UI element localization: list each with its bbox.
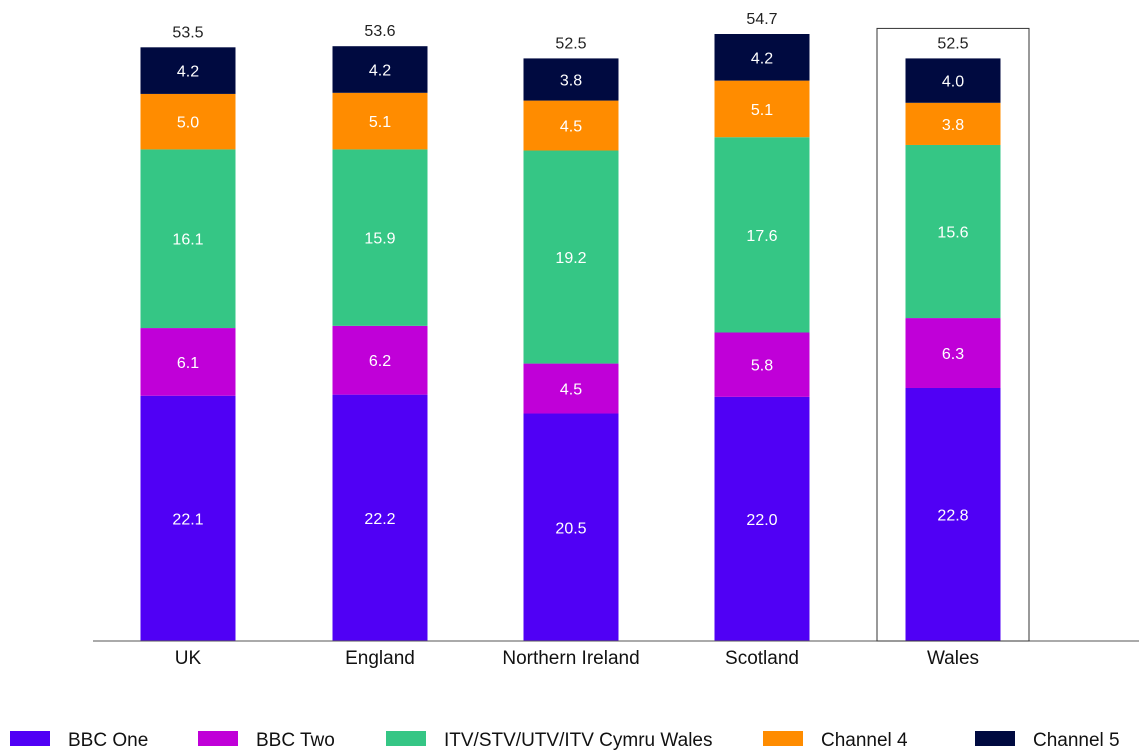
bar-segment-uk-itv-stv-utv-itv-cymru-wales (140, 149, 236, 329)
segment-value-label: 4.5 (560, 382, 582, 399)
category-label: UK (175, 648, 202, 669)
segment-value-label: 3.8 (560, 72, 582, 89)
legend-swatch-channel-4 (763, 731, 803, 746)
segment-value-label: 4.5 (560, 119, 582, 136)
segment-value-label: 15.6 (937, 225, 968, 242)
segment-value-label: 20.5 (555, 520, 586, 537)
legend-label: ITV/STV/UTV/ITV Cymru Wales (444, 730, 713, 751)
segment-value-label: 5.0 (177, 115, 199, 132)
bar-segment-scotland-channel-5 (714, 34, 810, 81)
bar-segment-england-bbc-two (332, 325, 428, 395)
category-label: Northern Ireland (502, 648, 639, 669)
bar-segment-wales-channel-4 (905, 102, 1001, 145)
segment-value-label: 4.2 (369, 63, 391, 80)
legend-label: BBC One (68, 730, 148, 751)
segment-value-label: 17.6 (746, 228, 777, 245)
bar-segment-northern-ireland-itv-stv-utv-itv-cymru-wales (523, 150, 619, 364)
legend-label: Channel 4 (821, 730, 908, 751)
bar-segment-uk-channel-4 (140, 93, 236, 150)
bar-segment-uk-bbc-two (140, 328, 236, 396)
legend-swatch-bbc-two (198, 731, 238, 746)
bar-segment-northern-ireland-channel-5 (523, 58, 619, 101)
total-value-label: 52.5 (937, 35, 968, 52)
highlight-frame (876, 27, 1030, 642)
legend-label: Channel 5 (1033, 730, 1120, 751)
segment-value-label: 22.2 (364, 511, 395, 528)
total-value-label: 53.6 (364, 23, 395, 40)
legend-swatch-bbc-one (10, 731, 50, 746)
legend-swatch-itv-stv-utv-itv-cymru-wales (386, 731, 426, 746)
bar-segment-england-channel-4 (332, 92, 428, 150)
segment-value-label: 3.8 (942, 117, 964, 134)
segment-value-label: 16.1 (172, 232, 203, 249)
bar-segment-scotland-bbc-two (714, 332, 810, 397)
bar-segment-wales-itv-stv-utv-itv-cymru-wales (905, 144, 1001, 319)
segment-value-label: 6.2 (369, 353, 391, 370)
bar-segment-wales-bbc-two (905, 318, 1001, 388)
segment-value-label: 15.9 (364, 231, 395, 248)
total-value-label: 54.7 (746, 11, 777, 28)
bar-segment-uk-bbc-one (140, 395, 236, 641)
bar-segment-scotland-bbc-one (714, 396, 810, 641)
total-value-label: 53.5 (172, 24, 203, 41)
segment-value-label: 4.2 (751, 50, 773, 67)
bar-segment-uk-channel-5 (140, 47, 236, 94)
total-value-label: 52.5 (555, 35, 586, 52)
labels-group: 22.1 6.1 16.1 5.0 4.2 53.5 UK 22.2 6.2 15.9 5.1 4.2… (172, 11, 1030, 669)
bar-segment-england-itv-stv-utv-itv-cymru-wales (332, 149, 428, 326)
category-label: Wales (927, 648, 979, 669)
legend-label: BBC Two (256, 730, 335, 751)
bar-segment-wales-bbc-one (905, 387, 1001, 641)
segment-value-label: 19.2 (555, 250, 586, 267)
bar-segment-england-channel-5 (332, 46, 428, 93)
bar-segment-northern-ireland-bbc-one (523, 413, 619, 641)
bar-segment-wales-channel-5 (905, 58, 1001, 103)
segment-value-label: 22.0 (746, 512, 777, 529)
bar-segment-northern-ireland-channel-4 (523, 100, 619, 151)
segment-value-label: 5.8 (751, 358, 773, 375)
segment-value-label: 22.1 (172, 511, 203, 528)
legend: BBC One BBC Two ITV/STV/UTV/ITV Cymru Wale… (10, 730, 1120, 751)
segment-value-label: 6.1 (177, 355, 199, 372)
bars-group (140, 34, 1001, 641)
segment-value-label: 5.1 (369, 114, 391, 131)
category-label: Scotland (725, 648, 799, 669)
category-label: England (345, 648, 415, 669)
bar-segment-england-bbc-one (332, 394, 428, 641)
bar-segment-scotland-itv-stv-utv-itv-cymru-wales (714, 137, 810, 333)
segment-value-label: 5.1 (751, 102, 773, 119)
segment-value-label: 22.8 (937, 507, 968, 524)
bar-segment-northern-ireland-bbc-two (523, 363, 619, 414)
legend-swatch-channel-5 (975, 731, 1015, 746)
segment-value-label: 6.3 (942, 346, 964, 363)
segment-value-label: 4.2 (177, 64, 199, 81)
segment-value-label: 4.0 (942, 74, 964, 91)
bar-segment-scotland-channel-4 (714, 80, 810, 138)
